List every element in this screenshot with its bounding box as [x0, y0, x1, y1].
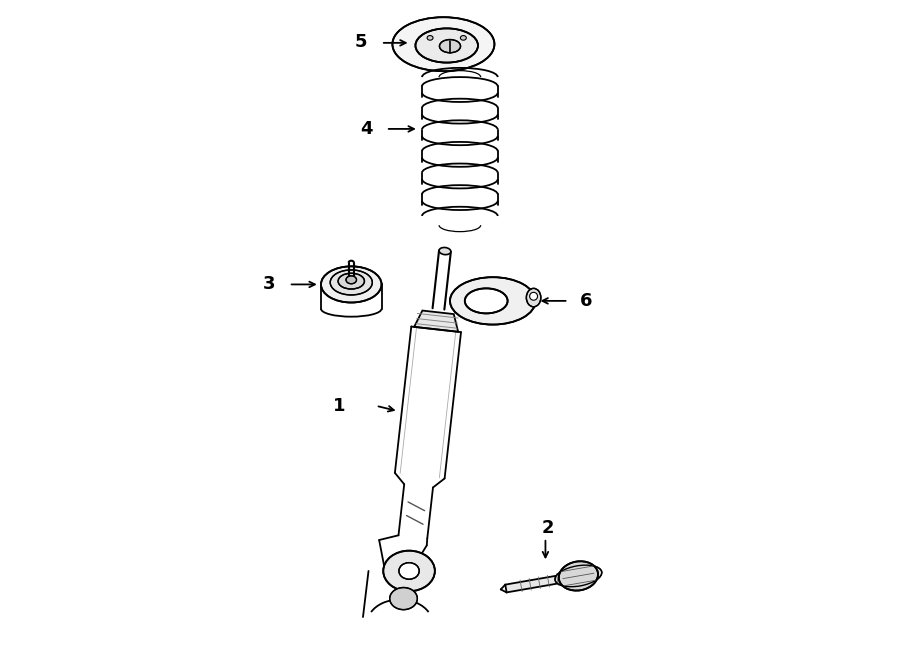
Ellipse shape — [383, 551, 435, 591]
Ellipse shape — [321, 266, 382, 303]
Ellipse shape — [526, 288, 541, 307]
Text: 4: 4 — [360, 120, 373, 138]
Ellipse shape — [416, 28, 478, 63]
Ellipse shape — [464, 288, 508, 313]
Ellipse shape — [555, 565, 602, 587]
Ellipse shape — [450, 277, 536, 325]
Ellipse shape — [439, 247, 451, 254]
Ellipse shape — [330, 270, 373, 295]
Ellipse shape — [461, 36, 466, 40]
Ellipse shape — [529, 292, 537, 300]
Polygon shape — [505, 574, 570, 592]
Ellipse shape — [439, 40, 461, 53]
Ellipse shape — [399, 563, 419, 579]
Ellipse shape — [390, 588, 418, 609]
Ellipse shape — [346, 276, 356, 284]
Text: 1: 1 — [333, 397, 346, 414]
Text: 5: 5 — [355, 33, 367, 51]
Polygon shape — [414, 311, 458, 332]
Text: 3: 3 — [263, 276, 275, 293]
Text: 6: 6 — [580, 292, 592, 310]
Ellipse shape — [428, 36, 433, 40]
Ellipse shape — [338, 273, 364, 289]
Ellipse shape — [559, 561, 598, 590]
Ellipse shape — [392, 17, 494, 71]
Text: 2: 2 — [541, 519, 554, 537]
